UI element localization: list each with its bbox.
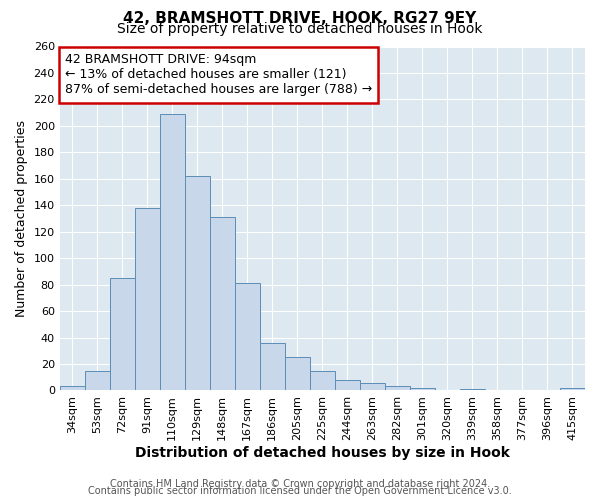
Bar: [285, 358, 310, 390]
Bar: [335, 380, 360, 390]
Bar: [460, 389, 485, 390]
Bar: [185, 176, 210, 390]
Text: Contains HM Land Registry data © Crown copyright and database right 2024.: Contains HM Land Registry data © Crown c…: [110, 479, 490, 489]
Bar: [385, 386, 410, 390]
Bar: [135, 208, 160, 390]
X-axis label: Distribution of detached houses by size in Hook: Distribution of detached houses by size …: [135, 446, 510, 460]
Bar: [210, 217, 235, 390]
Text: Size of property relative to detached houses in Hook: Size of property relative to detached ho…: [117, 22, 483, 36]
Bar: [310, 370, 335, 390]
Bar: [560, 388, 585, 390]
Text: 42 BRAMSHOTT DRIVE: 94sqm
← 13% of detached houses are smaller (121)
87% of semi: 42 BRAMSHOTT DRIVE: 94sqm ← 13% of detac…: [65, 54, 372, 96]
Y-axis label: Number of detached properties: Number of detached properties: [15, 120, 28, 317]
Bar: [360, 382, 385, 390]
Bar: [85, 370, 110, 390]
Text: Contains public sector information licensed under the Open Government Licence v3: Contains public sector information licen…: [88, 486, 512, 496]
Bar: [59, 386, 85, 390]
Bar: [235, 284, 260, 391]
Text: 42, BRAMSHOTT DRIVE, HOOK, RG27 9EY: 42, BRAMSHOTT DRIVE, HOOK, RG27 9EY: [124, 11, 476, 26]
Bar: [260, 343, 285, 390]
Bar: [410, 388, 435, 390]
Bar: [160, 114, 185, 390]
Bar: [110, 278, 135, 390]
